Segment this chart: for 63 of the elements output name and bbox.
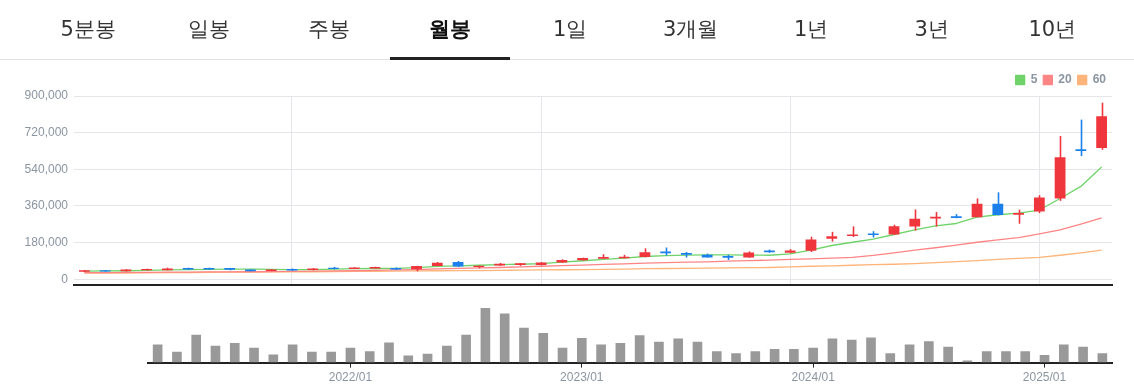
legend-label: 5 — [1030, 72, 1038, 87]
text: 10년 — [1027, 16, 1078, 43]
text: 3개월 — [662, 16, 720, 43]
y-tick-label: 900,000 — [24, 88, 69, 103]
bar — [711, 351, 722, 363]
text: 주봉 — [307, 16, 352, 43]
bar — [229, 342, 240, 363]
bar — [943, 346, 953, 363]
bar — [866, 337, 876, 363]
bar — [442, 345, 452, 363]
candlestick — [1096, 101, 1108, 151]
candlestick — [909, 208, 921, 232]
bar — [981, 351, 992, 363]
bar — [846, 339, 857, 363]
y-tick-label: 180,000 — [24, 234, 69, 249]
x-tick-label: 2024/01 — [791, 370, 836, 385]
bar — [596, 344, 606, 363]
bar — [808, 347, 818, 363]
candlestick — [992, 191, 1004, 217]
bar — [499, 313, 510, 363]
bar — [634, 335, 645, 363]
bar — [1058, 344, 1069, 363]
bar — [654, 341, 664, 363]
bar — [924, 341, 934, 363]
bar — [1097, 353, 1108, 363]
bar — [789, 348, 799, 363]
y-tick-label: 0 — [61, 271, 69, 286]
bar — [480, 308, 491, 363]
x-tick-label: 2025/01 — [1022, 370, 1067, 385]
bar — [191, 334, 202, 363]
text: 1일 — [552, 16, 589, 43]
bar — [731, 353, 741, 363]
text: 5분봉 — [59, 16, 117, 43]
bar — [268, 354, 279, 363]
bar — [307, 351, 317, 363]
candlestick — [1075, 118, 1087, 157]
bar — [538, 333, 549, 363]
legend-label: 20 — [1058, 72, 1072, 87]
y-tick-label: 720,000 — [24, 124, 69, 139]
bar — [673, 338, 684, 363]
bar — [576, 338, 587, 363]
bar — [1078, 346, 1088, 363]
y-tick-label: 540,000 — [24, 161, 69, 176]
bar — [249, 347, 259, 363]
y-tick-label: 360,000 — [24, 198, 69, 213]
bar — [461, 334, 471, 363]
text: 월봉 — [389, 0, 510, 60]
bar — [615, 342, 626, 363]
bar — [364, 351, 375, 363]
text: 3년 — [913, 16, 950, 43]
bar — [172, 351, 182, 363]
x-tick-label: 2023/01 — [560, 370, 604, 385]
bar — [384, 342, 394, 363]
bar — [326, 351, 336, 363]
bar — [1001, 351, 1011, 363]
bar — [692, 341, 703, 363]
x-tick-label: 2022/01 — [328, 370, 373, 385]
text: 1년 — [793, 16, 830, 43]
legend-label: 60 — [1092, 72, 1107, 87]
text: 일봉 — [186, 16, 231, 43]
bar — [1020, 351, 1031, 363]
bar — [519, 327, 529, 363]
bar — [885, 353, 896, 363]
